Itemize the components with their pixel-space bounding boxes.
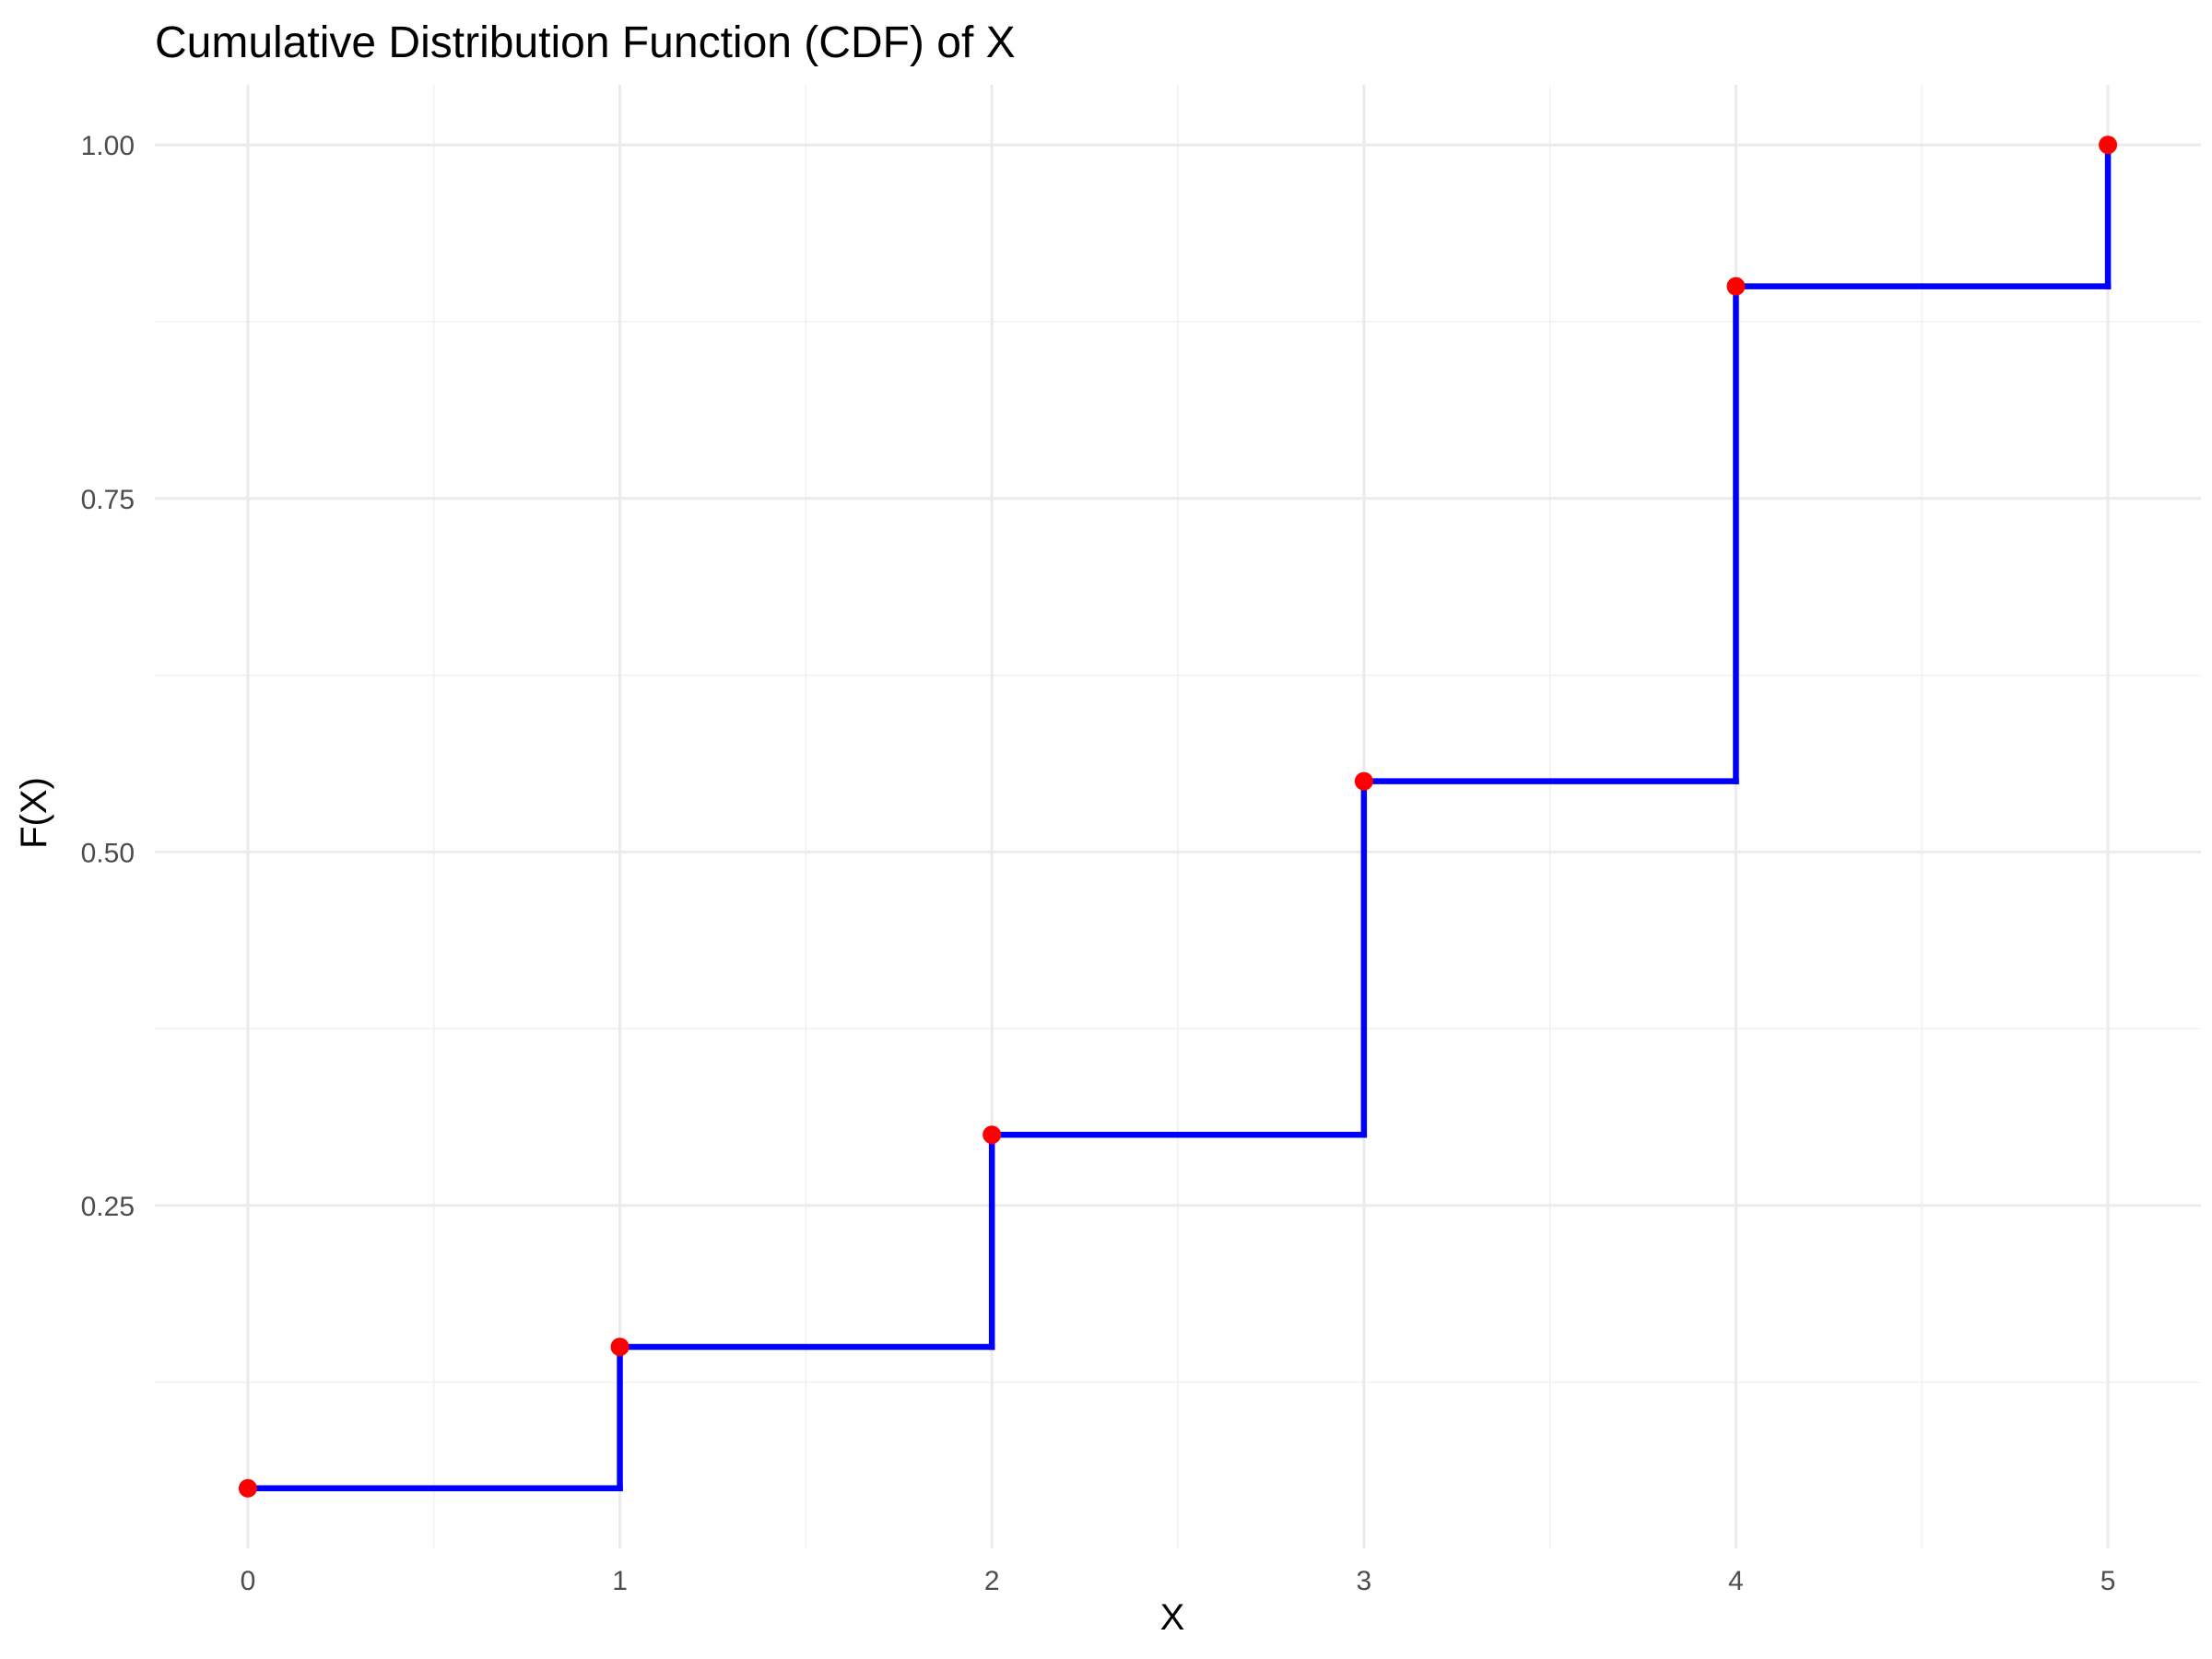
line-layer (244, 141, 2112, 1492)
data-point (238, 1478, 257, 1498)
chart-title: Cumulative Distribution Function (CDF) o… (155, 18, 1016, 67)
data-point (610, 1337, 629, 1357)
data-point (1354, 771, 1373, 791)
x-tick-label: 3 (1356, 1566, 1371, 1596)
y-tick-label: 0.25 (81, 1192, 135, 1222)
x-axis-title: X (1160, 1597, 1185, 1638)
tick-layer: 0 1 2 3 4 5 0.25 0.50 0.75 1.00 (81, 131, 2116, 1596)
data-point (2099, 135, 2118, 155)
x-tick-label: 5 (2100, 1566, 2116, 1596)
y-tick-label: 0.50 (81, 838, 135, 868)
y-axis-title: F(X) (14, 777, 54, 849)
data-point (982, 1125, 1002, 1145)
data-point (1726, 276, 1746, 296)
x-tick-label: 4 (1728, 1566, 1744, 1596)
y-tick-label: 1.00 (81, 131, 135, 161)
grid-layer (155, 85, 2201, 1548)
y-tick-label: 0.75 (81, 485, 135, 515)
x-tick-label: 0 (241, 1566, 256, 1596)
x-tick-label: 1 (612, 1566, 628, 1596)
point-layer (238, 135, 2118, 1498)
x-tick-label: 2 (984, 1566, 1000, 1596)
